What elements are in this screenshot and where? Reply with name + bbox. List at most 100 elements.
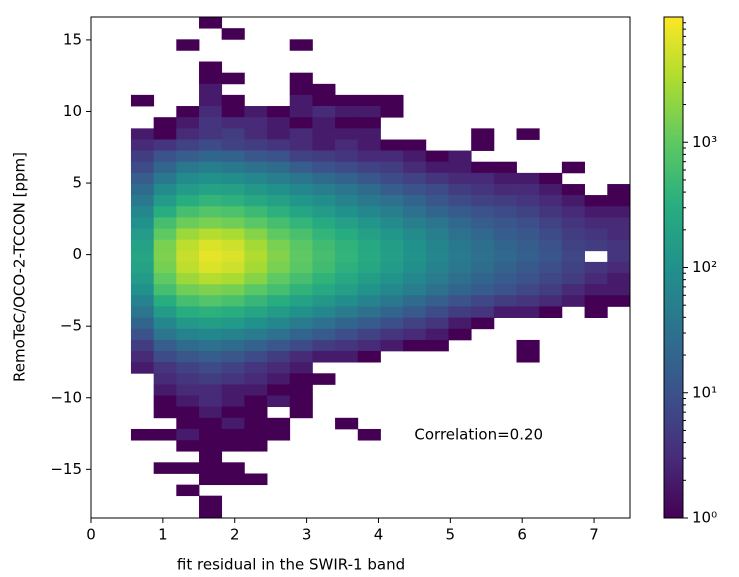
cell [357, 106, 381, 118]
annotation: Correlation=0.20 [414, 425, 543, 443]
cell [199, 506, 223, 519]
cell [335, 94, 359, 107]
cell [153, 339, 177, 352]
cell [335, 161, 359, 174]
cell [539, 228, 563, 241]
cell [312, 206, 336, 218]
cell [357, 273, 381, 285]
cell [199, 250, 223, 263]
cell [607, 239, 631, 252]
cell [335, 273, 359, 285]
cell [199, 440, 223, 452]
cell [380, 150, 404, 163]
cell [199, 362, 223, 374]
cell [403, 217, 427, 229]
cell [607, 184, 631, 196]
cell [448, 161, 472, 174]
cell [199, 17, 223, 29]
cell [130, 94, 155, 107]
cell [176, 284, 200, 296]
cell [493, 184, 517, 196]
cell [289, 362, 313, 374]
cell [153, 206, 177, 218]
cell [561, 206, 585, 218]
cell [539, 172, 563, 185]
cell [425, 261, 449, 274]
cell [221, 428, 245, 441]
cell [335, 239, 359, 252]
cell [267, 106, 291, 118]
cell [357, 184, 381, 196]
cell [130, 273, 155, 285]
cell [221, 395, 245, 408]
cell [403, 161, 427, 174]
cell [493, 306, 517, 318]
cell [221, 94, 245, 107]
cell [471, 128, 495, 140]
cell [380, 106, 404, 118]
cell [244, 473, 268, 486]
cell [267, 217, 291, 229]
cell [471, 239, 495, 252]
cell [267, 295, 291, 307]
colorbar [663, 16, 684, 519]
plot-frame [90, 16, 631, 519]
cell [130, 328, 155, 341]
cell [199, 473, 223, 486]
cell [130, 339, 155, 352]
cell [448, 261, 472, 274]
cell [221, 261, 245, 274]
cell [221, 306, 245, 318]
cell [289, 117, 313, 129]
cell [312, 128, 336, 140]
cell [289, 350, 313, 363]
cell [267, 395, 291, 408]
cell [335, 150, 359, 163]
cell [607, 195, 631, 207]
cell [425, 295, 449, 307]
cell [267, 139, 291, 151]
cell [221, 350, 245, 363]
cell [176, 206, 200, 218]
cell [357, 295, 381, 307]
cell [539, 206, 563, 218]
cell [584, 306, 608, 318]
cell [176, 317, 200, 330]
cell [221, 184, 245, 196]
cell [289, 295, 313, 307]
cell [471, 295, 495, 307]
cell [403, 339, 427, 352]
cell [335, 228, 359, 241]
cell [221, 161, 245, 174]
cell [448, 284, 472, 296]
cell [153, 373, 177, 385]
cell [607, 250, 631, 263]
cell [176, 217, 200, 229]
cell [153, 250, 177, 263]
cell [539, 295, 563, 307]
cell [153, 362, 177, 374]
cell [176, 484, 200, 497]
cell [176, 306, 200, 318]
cell [403, 284, 427, 296]
cell [380, 273, 404, 285]
cell [357, 217, 381, 229]
cell [221, 217, 245, 229]
cell [176, 117, 200, 129]
y-tick-label: 0 [72, 245, 82, 263]
cell [199, 94, 223, 107]
cell [312, 339, 336, 352]
cell [471, 172, 495, 185]
cell [244, 172, 268, 185]
cell [425, 328, 449, 341]
cell [561, 261, 585, 274]
cell [244, 428, 268, 441]
cell [289, 228, 313, 241]
cell [244, 339, 268, 352]
cell [153, 317, 177, 330]
cell [403, 172, 427, 185]
cell [380, 161, 404, 174]
cell [199, 417, 223, 430]
cell [516, 250, 540, 263]
cell [153, 395, 177, 408]
